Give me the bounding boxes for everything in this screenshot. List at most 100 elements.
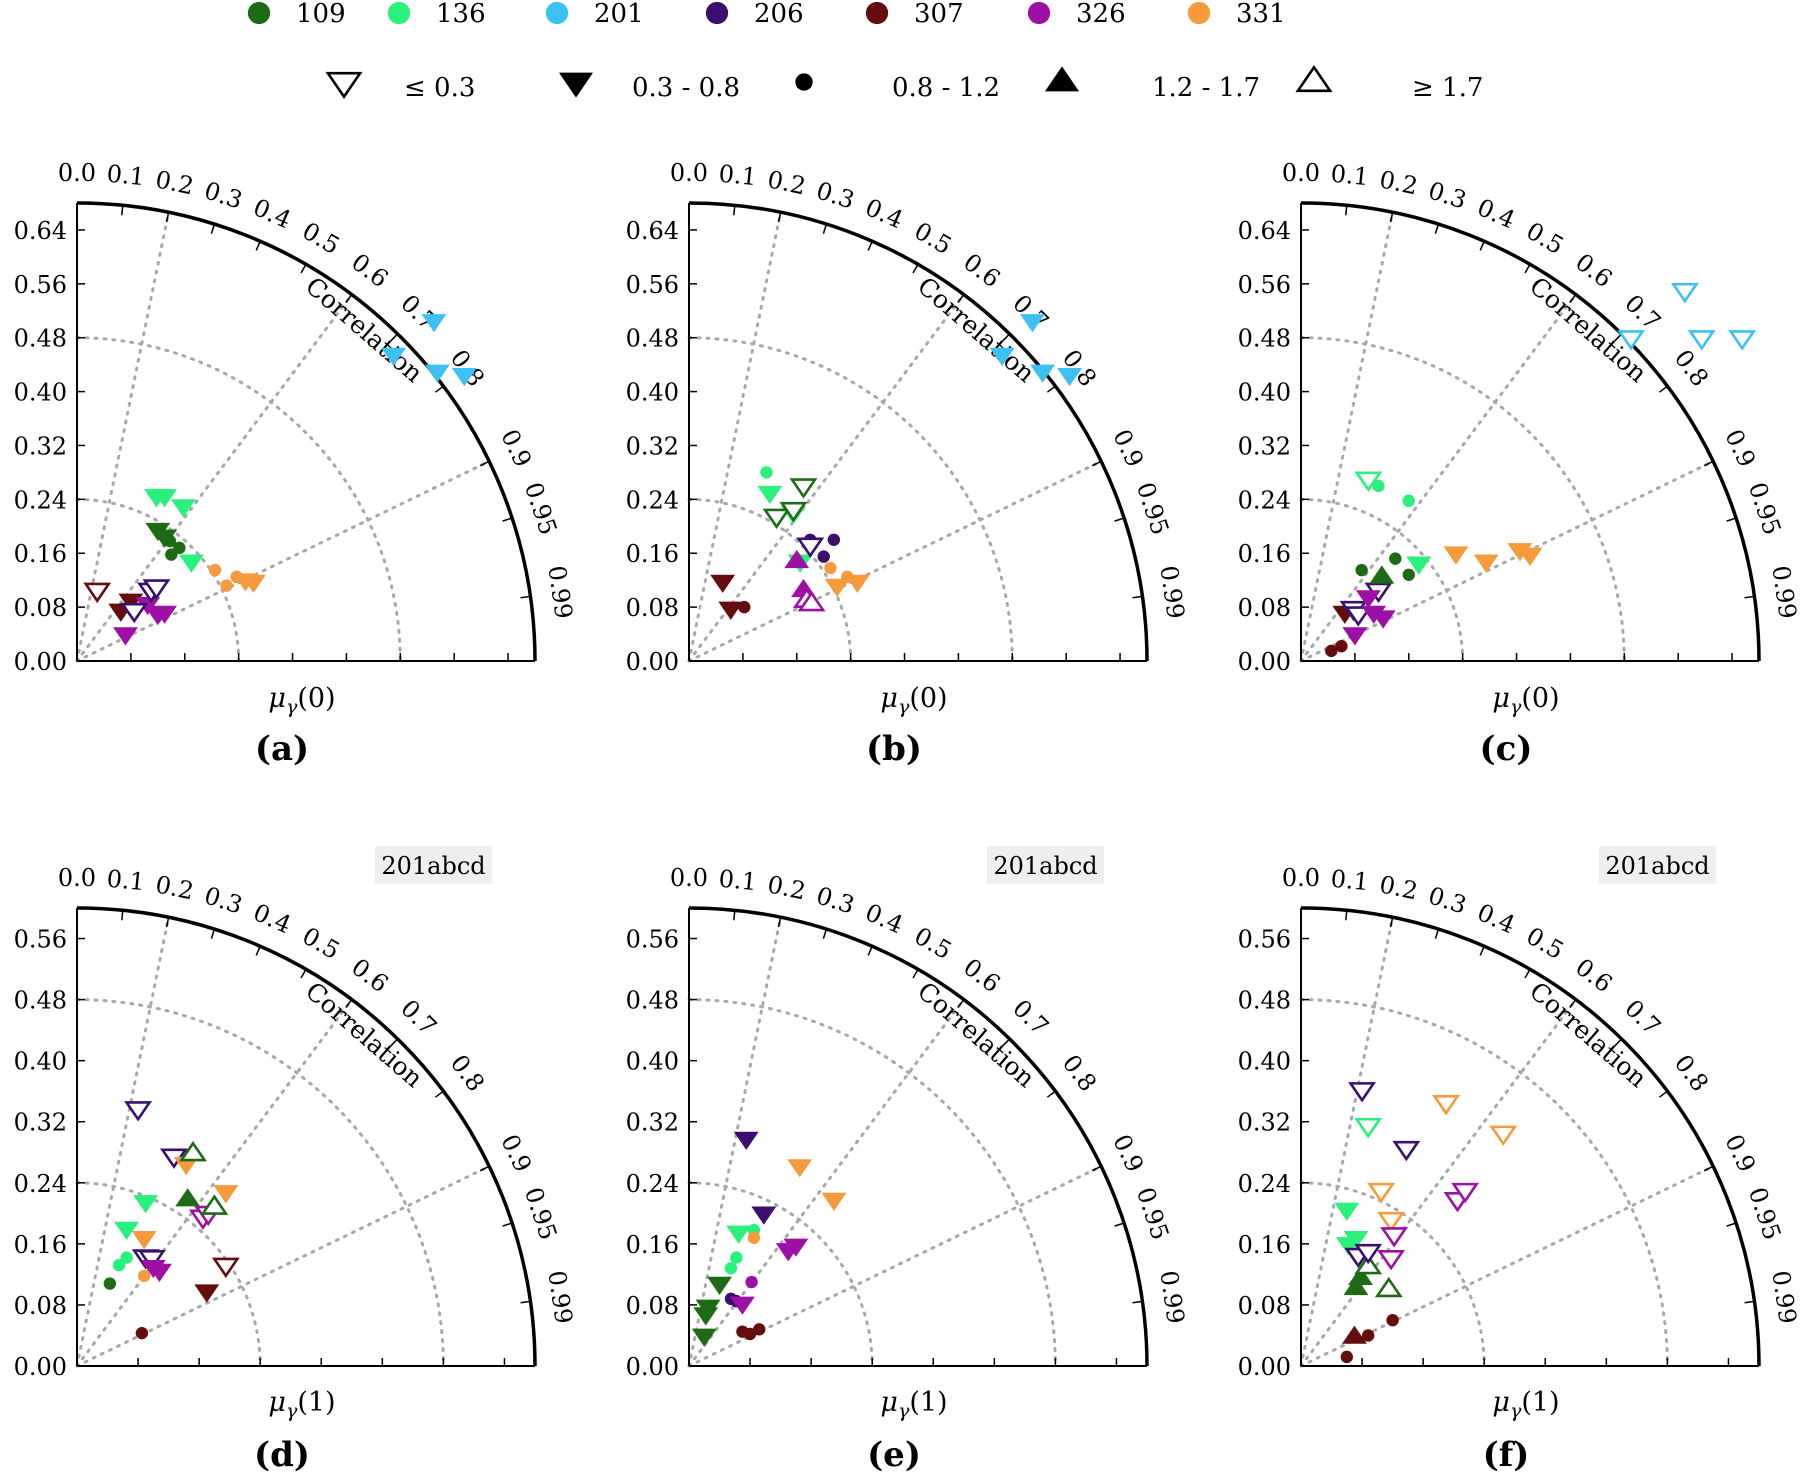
- y-tick-label: 0.48: [1238, 987, 1291, 1015]
- y-tick-label: 0.48: [14, 987, 67, 1015]
- data-point-307: [753, 1323, 766, 1336]
- data-point-136: [1402, 494, 1415, 507]
- correlation-tick-label: 0.7: [1007, 994, 1054, 1041]
- correlation-tick-label: 0.95: [1743, 1184, 1786, 1244]
- data-point-206: [796, 537, 825, 558]
- correlation-tick: [1091, 460, 1102, 467]
- correlation-tick: [1091, 1165, 1102, 1172]
- correlation-tick-label: 0.2: [153, 165, 196, 200]
- y-tick-label: 0.32: [626, 1109, 679, 1137]
- legend-series-marker: [1187, 1, 1211, 25]
- correlation-tick-label: 0.3: [1425, 176, 1470, 214]
- legend-series-201: 201: [545, 0, 644, 29]
- data-point-136: [152, 489, 178, 508]
- y-tick-label: 0.00: [14, 1353, 67, 1381]
- data-point-136: [114, 1221, 140, 1240]
- data-point-331: [1377, 1211, 1406, 1233]
- data-points: [1325, 282, 1757, 658]
- legend-marker-label: ≤ 0.3: [404, 73, 475, 103]
- correlation-tick-label: 0.95: [1131, 1184, 1174, 1244]
- correlation-tick-label: 0.8: [445, 1050, 490, 1097]
- correlation-tick-label: 0.9: [495, 425, 537, 472]
- data-point-201: [1687, 330, 1716, 351]
- correlation-tick-label: 0.6: [346, 953, 393, 998]
- correlation-tick-label: 0.5: [297, 217, 344, 260]
- correlation-tick: [300, 968, 307, 979]
- correlation-label: Correlation: [300, 976, 429, 1093]
- correlation-tick-label: 0.1: [105, 865, 146, 897]
- correlation-tick: [1744, 1300, 1755, 1304]
- correlation-tick: [1002, 333, 1011, 342]
- data-point-109: [695, 1299, 721, 1318]
- legend-marker-label: 0.3 - 0.8: [632, 73, 740, 103]
- correlation-tick-label: 0.2: [1377, 870, 1420, 905]
- correlation-label: Correlation: [1524, 976, 1653, 1093]
- legend-series-109: 109: [247, 0, 346, 29]
- reference-arc: [1299, 497, 1465, 663]
- data-point-331: [1432, 1095, 1460, 1116]
- correlation-arc: [1300, 906, 1761, 1367]
- correlation-tick: [345, 999, 353, 1009]
- data-point-109: [779, 501, 808, 523]
- data-point-109: [1389, 552, 1402, 565]
- correlation-tick-label: 0.1: [1329, 865, 1370, 897]
- correlation-tick: [300, 263, 307, 274]
- legend-series-206: 206: [705, 0, 804, 29]
- y-tick-label: 0.56: [626, 926, 679, 954]
- data-point-201: [1617, 330, 1645, 351]
- reference-arc: [687, 1181, 874, 1368]
- correlation-tick: [345, 294, 353, 304]
- annotation-box: [1599, 846, 1716, 884]
- data-point-201: [1057, 367, 1082, 387]
- correlation-tick-label: 0.7: [395, 994, 442, 1041]
- correlation-tick: [1132, 595, 1143, 599]
- annotation-text: 201abcd: [381, 852, 485, 880]
- y-tick-label: 0.32: [14, 1109, 67, 1137]
- data-point-109: [1355, 563, 1368, 577]
- y-tick-label: 0.40: [626, 379, 679, 407]
- y-tick-label: 0.56: [1238, 271, 1291, 299]
- data-point-136: [120, 1251, 133, 1264]
- correlation-tick-label: 0.9: [1719, 1130, 1761, 1177]
- correlation-tick: [434, 1090, 444, 1098]
- correlation-tick-label: 0.8: [1669, 1050, 1714, 1097]
- correlation-tick: [520, 595, 531, 599]
- correlation-tick-label: 0.9: [1107, 1130, 1149, 1177]
- legend-marker-tri-down-filled: 0.3 - 0.8: [558, 72, 740, 103]
- correlation-tick: [1744, 595, 1755, 599]
- panel-label: (a): [255, 729, 309, 769]
- correlation-tick-label: 0.1: [717, 160, 758, 192]
- y-tick-label: 0.40: [1238, 1048, 1291, 1076]
- correlation-tick: [1434, 928, 1440, 939]
- y-tick-label: 0.56: [14, 926, 67, 954]
- correlation-tick: [867, 945, 873, 956]
- data-point-326: [745, 1275, 758, 1289]
- correlation-arc: [688, 201, 1149, 662]
- y-tick-label: 0.08: [626, 1292, 679, 1320]
- correlation-tick: [1046, 385, 1056, 393]
- data-point-201: [1728, 330, 1757, 351]
- correlation-tick-label: 0.8: [1057, 1050, 1102, 1097]
- correlation-tick-label: 0.6: [958, 953, 1005, 998]
- correlation-tick: [121, 910, 124, 921]
- data-point-326: [152, 605, 178, 624]
- legend-series-label: 206: [754, 0, 804, 29]
- data-point-307: [718, 601, 744, 620]
- reference-ray: [75, 998, 354, 1368]
- data-point-201: [451, 367, 477, 387]
- correlation-tick-label: 0.9: [495, 1130, 537, 1177]
- correlation-tick: [1046, 1090, 1056, 1098]
- legend-marker-label: 0.8 - 1.2: [892, 73, 1000, 103]
- data-point-307: [710, 574, 736, 593]
- data-point-136: [1406, 556, 1432, 575]
- data-points: [103, 1101, 240, 1340]
- correlation-label: Correlation: [912, 976, 1041, 1093]
- data-point-326: [1355, 590, 1381, 609]
- correlation-tick-label: 0.0: [670, 159, 708, 187]
- data-point-136: [757, 485, 783, 505]
- data-point-109: [1374, 1276, 1403, 1298]
- correlation-tick-label: 0.4: [249, 898, 295, 939]
- legend-series-label: 307: [914, 0, 964, 29]
- data-point-206: [817, 550, 830, 563]
- correlation-tick: [520, 1300, 531, 1304]
